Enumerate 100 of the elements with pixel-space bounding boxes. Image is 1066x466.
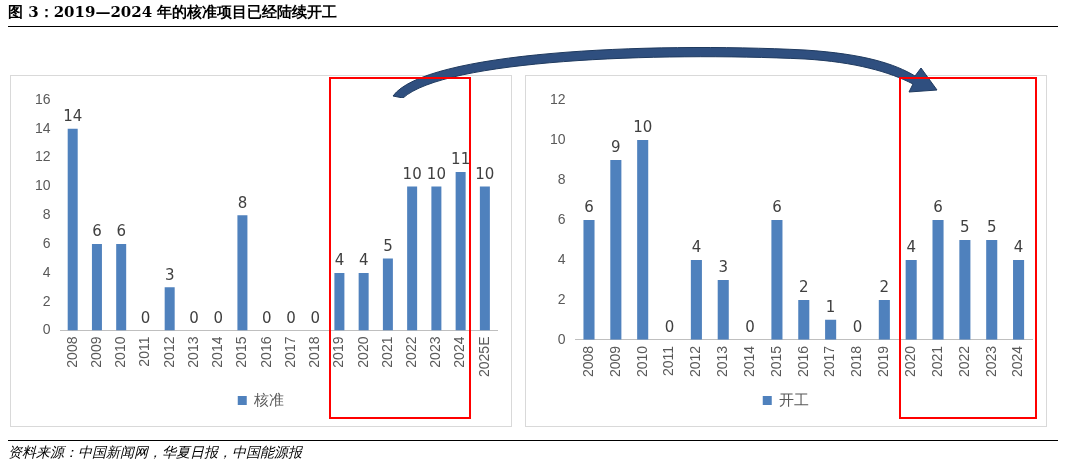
x-tick-label: 2014	[209, 336, 226, 368]
x-tick-label: 2024	[451, 336, 468, 368]
data-label: 5	[986, 218, 997, 237]
text: 资料来源：中国新闻网，华夏日报，中国能源报	[8, 444, 304, 462]
bar	[407, 186, 418, 331]
data-label: 5	[383, 236, 393, 255]
bar	[164, 287, 175, 331]
x-tick-label: 2018	[306, 336, 323, 368]
bar	[237, 215, 248, 331]
y-tick-label: 0	[42, 321, 51, 338]
bar	[798, 299, 810, 340]
data-label: 10	[426, 164, 446, 183]
x-tick-label: 2020	[354, 336, 371, 368]
x-tick-label: 2020	[902, 345, 919, 378]
data-label: 6	[772, 198, 782, 217]
data-label: 2	[879, 278, 890, 297]
y-tick-label: 6	[557, 210, 566, 227]
data-label: 10	[402, 164, 422, 183]
x-tick-label: 2013	[184, 336, 201, 368]
bar	[690, 259, 702, 340]
y-tick-label: 6	[42, 234, 51, 251]
data-label: 6	[933, 198, 943, 217]
bar	[455, 172, 466, 331]
legend-label: 开工	[779, 390, 810, 408]
x-tick-label: 2013	[714, 345, 731, 378]
y-tick-label: 8	[42, 206, 51, 223]
x-tick-label: 2010	[112, 336, 129, 368]
x-tick-label: 2014	[740, 345, 757, 378]
x-tick-label: 2008	[579, 345, 596, 378]
data-label: 4	[358, 251, 369, 270]
bar	[717, 279, 729, 340]
x-tick-label: 2010	[633, 345, 650, 378]
x-tick-label: 2012	[160, 336, 177, 368]
y-tick-label: 2	[557, 290, 566, 307]
x-tick-label: 2023	[427, 336, 444, 368]
bar	[905, 259, 917, 340]
bar	[67, 128, 78, 331]
x-tick-label: 2022	[955, 345, 972, 378]
data-label: 0	[310, 308, 320, 327]
x-tick-label: 2024	[1009, 345, 1026, 378]
bar	[431, 186, 442, 331]
x-tick-label: 2025E	[475, 336, 492, 377]
data-label: 0	[140, 308, 151, 327]
data-label: 6	[584, 198, 594, 217]
bar	[334, 272, 345, 331]
data-label: 4	[334, 251, 345, 270]
chart-title: 图 3：2019—2024 年的核准项目已经陆续开工	[8, 3, 1058, 27]
y-tick-label: 12	[549, 90, 566, 107]
y-tick-label: 0	[557, 330, 566, 347]
y-tick-label: 8	[557, 170, 566, 187]
data-label: 6	[92, 222, 102, 241]
x-tick-label: 2017	[821, 345, 838, 378]
data-label: 10	[633, 118, 653, 137]
y-tick-label: 14	[34, 119, 51, 136]
x-tick-label: 2011	[136, 336, 153, 367]
x-tick-label: 2015	[233, 336, 250, 368]
bar	[479, 186, 490, 331]
bar	[637, 139, 649, 340]
x-tick-label: 2019	[330, 336, 347, 368]
bar	[583, 219, 595, 340]
bar	[1013, 259, 1025, 340]
y-tick-label: 2	[42, 292, 51, 309]
data-label: 4	[691, 238, 702, 257]
data-label: 5	[960, 218, 970, 237]
data-label: 6	[116, 222, 126, 241]
bar	[358, 272, 369, 331]
x-tick-label: 2016	[257, 336, 274, 368]
data-label: 0	[189, 308, 199, 327]
x-tick-label: 2021	[378, 336, 395, 368]
x-tick-label: 2016	[794, 345, 811, 378]
x-tick-label: 2009	[87, 336, 104, 368]
legend-label: 核准	[253, 390, 285, 408]
x-tick-label: 2008	[63, 336, 80, 368]
data-label: 0	[745, 318, 755, 337]
data-label: 4	[906, 238, 916, 257]
y-tick-label: 4	[42, 263, 51, 280]
data-label: 0	[213, 308, 223, 327]
data-label: 0	[664, 318, 675, 337]
data-label: 2	[799, 278, 809, 297]
x-tick-label: 2017	[281, 336, 298, 368]
data-label: 0	[286, 308, 296, 327]
bar	[986, 239, 998, 340]
x-tick-label: 2009	[606, 345, 623, 378]
x-tick-label: 2023	[982, 345, 999, 378]
x-tick-label: 2019	[875, 345, 892, 378]
bar	[959, 239, 971, 340]
data-label: 4	[1013, 238, 1024, 257]
bar	[91, 244, 102, 331]
y-tick-label: 4	[557, 250, 566, 267]
bar	[771, 219, 783, 340]
data-label: 0	[852, 318, 863, 337]
x-tick-label: 2015	[767, 345, 784, 378]
data-label: 3	[164, 265, 175, 284]
y-tick-label: 16	[34, 90, 51, 107]
bar	[116, 244, 127, 331]
bar	[878, 299, 890, 340]
bar	[382, 258, 393, 331]
data-label: 10	[475, 164, 495, 183]
data-label: 1	[825, 298, 836, 317]
x-tick-label: 2022	[403, 336, 419, 368]
